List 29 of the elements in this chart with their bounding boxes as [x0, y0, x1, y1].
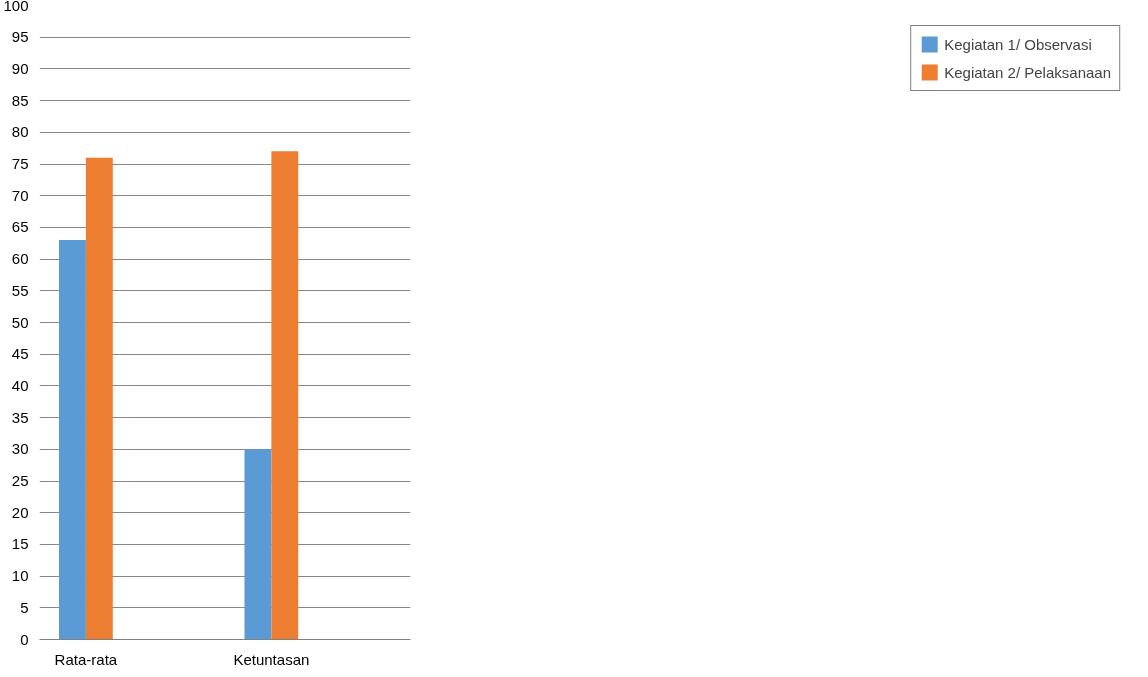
y-tick-label: 95 [11, 28, 29, 46]
y-tick-label: 25 [11, 472, 29, 489]
legend-label: Kegiatan 2/ Pelaksanaan [944, 63, 1111, 81]
bar [244, 449, 272, 640]
y-tick-label: 100 [3, 0, 29, 14]
y-tick-label: 5 [20, 598, 29, 616]
y-tick-label: 20 [11, 503, 29, 521]
y-tick-label: 15 [11, 535, 29, 553]
y-tick-label: 75 [11, 155, 29, 172]
y-tick-label: 45 [11, 345, 29, 363]
x-tick-label: Rata-rata [54, 650, 118, 668]
y-tick-label: 85 [11, 91, 29, 109]
y-tick-label: 30 [11, 440, 29, 458]
y-tick-label: 40 [11, 376, 29, 394]
bar [85, 157, 113, 640]
bar [271, 151, 299, 640]
y-tick-label: 50 [11, 313, 29, 331]
legend-label: Kegiatan 1/ Observasi [944, 35, 1092, 53]
y-tick-label: 60 [11, 250, 29, 268]
y-tick-label: 65 [11, 218, 29, 236]
y-tick-label: 80 [11, 123, 29, 141]
y-tick-label: 35 [11, 408, 29, 426]
bar [58, 240, 86, 640]
y-tick-label: 0 [20, 630, 29, 648]
y-tick-label: 90 [11, 59, 29, 77]
y-tick-label: 55 [11, 281, 29, 299]
x-tick-label: Ketuntasan [233, 650, 310, 668]
y-tick-label: 70 [11, 186, 29, 204]
y-tick-label: 10 [11, 567, 29, 585]
